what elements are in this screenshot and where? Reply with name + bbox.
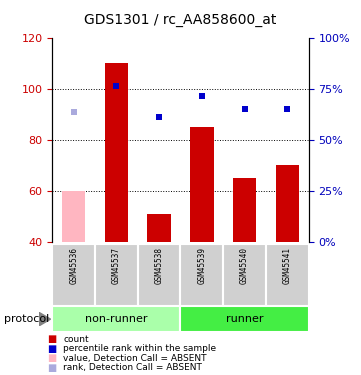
Point: [113, 83, 119, 89]
Text: protocol: protocol: [4, 314, 49, 324]
Text: GSM45538: GSM45538: [155, 247, 164, 284]
Bar: [180, 244, 223, 306]
Text: ■: ■: [47, 344, 56, 354]
Point: [156, 114, 162, 120]
Text: GDS1301 / rc_AA858600_at: GDS1301 / rc_AA858600_at: [84, 13, 277, 27]
Bar: [190, 127, 214, 242]
Bar: [147, 214, 171, 242]
Text: GSM45537: GSM45537: [112, 247, 121, 284]
Bar: [105, 63, 128, 242]
Bar: [52, 306, 180, 332]
Bar: [266, 244, 309, 306]
Text: GSM45536: GSM45536: [69, 247, 78, 284]
Text: ■: ■: [47, 334, 56, 344]
Text: ■: ■: [47, 353, 56, 363]
Text: GSM45540: GSM45540: [240, 247, 249, 284]
Text: ■: ■: [47, 363, 56, 372]
Text: value, Detection Call = ABSENT: value, Detection Call = ABSENT: [63, 354, 207, 363]
Bar: [275, 165, 299, 242]
Point: [242, 106, 247, 112]
Point: [199, 93, 205, 99]
Text: non-runner: non-runner: [85, 314, 148, 324]
Bar: [95, 244, 138, 306]
Bar: [223, 244, 266, 306]
Bar: [138, 244, 180, 306]
Text: GSM45539: GSM45539: [197, 247, 206, 284]
Point: [71, 109, 77, 115]
Text: percentile rank within the sample: percentile rank within the sample: [63, 344, 216, 353]
Text: GSM45541: GSM45541: [283, 247, 292, 284]
Text: rank, Detection Call = ABSENT: rank, Detection Call = ABSENT: [63, 363, 202, 372]
Text: runner: runner: [226, 314, 263, 324]
Text: count: count: [63, 335, 89, 344]
Bar: [52, 244, 95, 306]
Point: [284, 106, 290, 112]
Polygon shape: [39, 312, 51, 326]
Bar: [62, 191, 86, 242]
Bar: [233, 178, 256, 242]
Bar: [180, 306, 309, 332]
